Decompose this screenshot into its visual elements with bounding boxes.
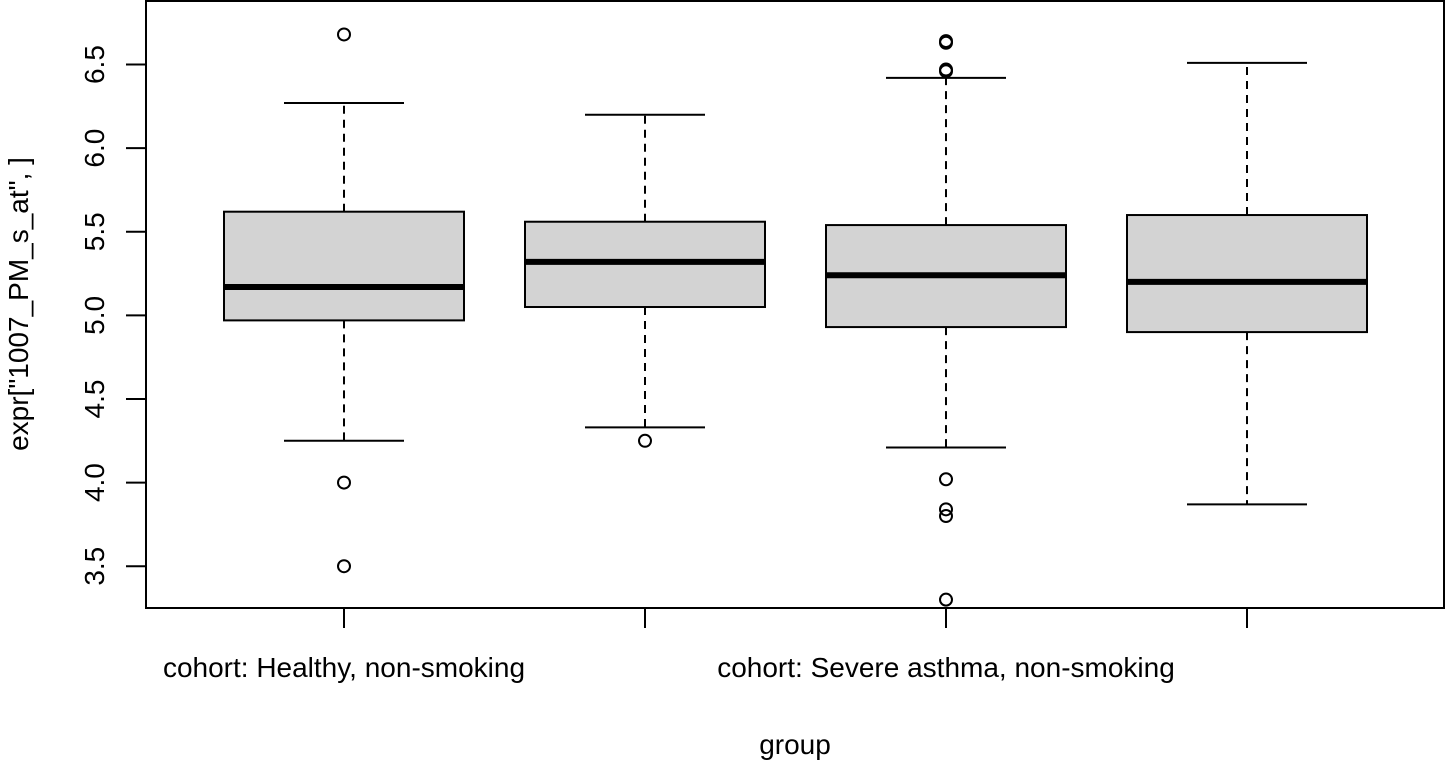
y-axis: 3.5 4.0 4.5 5.0 5.5 6.0 6.5 bbox=[79, 45, 147, 586]
x-tick-label: cohort: Severe asthma, non-smoking bbox=[717, 652, 1175, 683]
x-axis: cohort: Healthy, non-smoking cohort: Seve… bbox=[163, 607, 1248, 683]
box-group bbox=[825, 34, 1067, 607]
iqr-box bbox=[1126, 214, 1368, 334]
outlier-point bbox=[939, 64, 953, 79]
boxes bbox=[223, 27, 1368, 607]
y-tick-label: 6.0 bbox=[79, 129, 110, 168]
y-tick-label: 4.5 bbox=[79, 380, 110, 419]
outlier-point bbox=[939, 472, 953, 487]
outlier-point bbox=[939, 509, 953, 524]
box-group bbox=[1126, 61, 1368, 506]
y-tick-label: 4.0 bbox=[79, 463, 110, 502]
outlier-point bbox=[337, 27, 351, 42]
x-tick-label: cohort: Healthy, non-smoking bbox=[163, 652, 525, 683]
y-tick-label: 5.0 bbox=[79, 296, 110, 335]
outlier-point bbox=[939, 592, 953, 607]
x-axis-title: group bbox=[759, 729, 831, 760]
y-axis-title: expr["1007_PM_s_at", ] bbox=[3, 157, 34, 451]
outlier-point bbox=[337, 475, 351, 490]
y-tick-label: 3.5 bbox=[79, 547, 110, 586]
outlier-point bbox=[939, 502, 953, 517]
outlier-point bbox=[939, 35, 953, 50]
outlier-point bbox=[638, 433, 652, 448]
y-tick-label: 6.5 bbox=[79, 45, 110, 84]
box-group bbox=[524, 113, 766, 448]
y-tick-label: 5.5 bbox=[79, 212, 110, 251]
iqr-box bbox=[223, 210, 465, 322]
outlier-point bbox=[337, 559, 351, 574]
box-group bbox=[223, 27, 465, 574]
